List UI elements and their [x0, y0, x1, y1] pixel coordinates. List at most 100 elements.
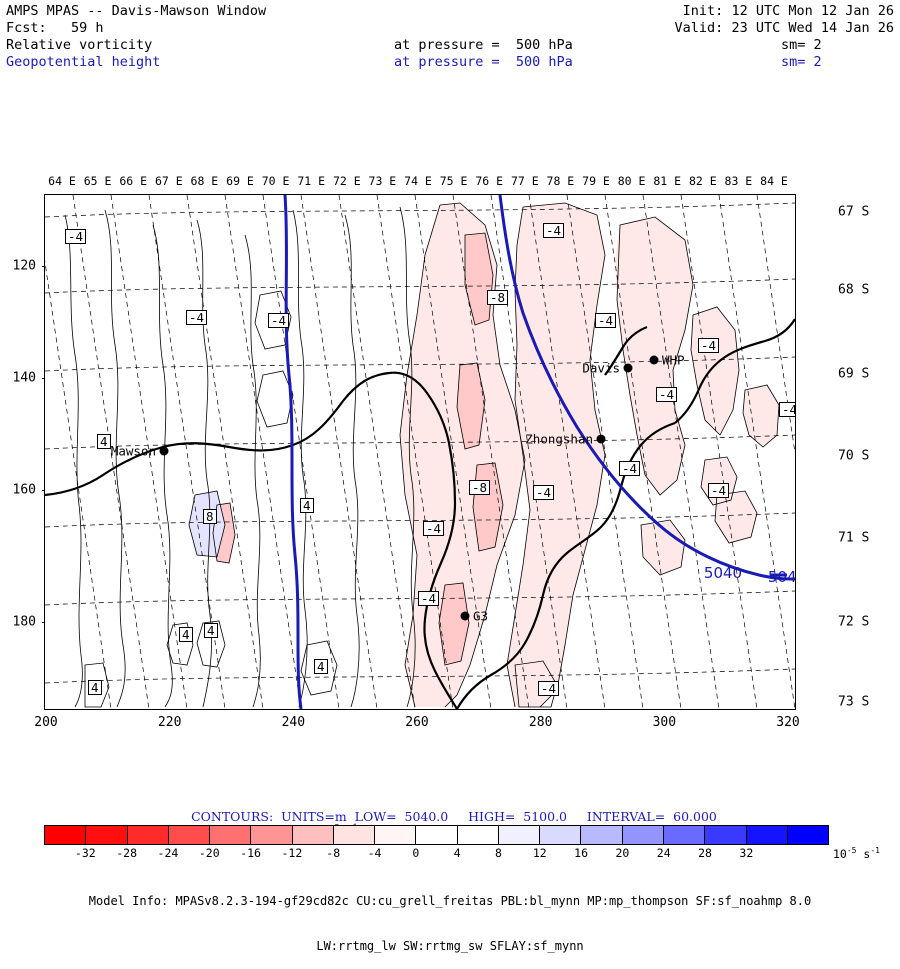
left-axis-label: 180 [12, 614, 36, 630]
top-axis-label: 70 E [261, 174, 290, 188]
top-axis-label: 75 E [439, 174, 468, 188]
vorticity-contour-label: 4 [88, 680, 102, 695]
vorticity-contour-label: -4 [186, 310, 208, 325]
vorticity-contour-label: -4 [656, 387, 678, 402]
valid-time: Valid: 23 UTC Wed 14 Jan 26 [674, 20, 894, 36]
map-plot-area[interactable]: -4-4-4-8-4-4-4-4-44-8-4-4-484-4-44444-4 … [44, 194, 796, 710]
colorbar-tick: 32 [739, 846, 754, 860]
header-row-vorticity: Relative vorticity at pressure = 500 hPa… [6, 37, 894, 54]
right-axis-label: 67 S [838, 204, 870, 220]
station-label: Zhongshan [525, 431, 593, 447]
init-time: Init: 12 UTC Mon 12 Jan 26 [682, 3, 894, 19]
legend-height-high: HIGH= 5100.0 [468, 809, 568, 824]
vorticity-contour-label: -4 [65, 229, 87, 244]
right-axis-label: 68 S [838, 282, 870, 298]
top-axis-label: 79 E [582, 174, 610, 188]
right-axis-label: 69 S [838, 366, 870, 382]
header-block: AMPS MPAS -- Davis-Mawson Window Init: 1… [6, 3, 894, 71]
colorbar-tick: 0 [412, 846, 420, 860]
page-title: AMPS MPAS -- Davis-Mawson Window [6, 3, 267, 19]
colorbar-swatch [457, 826, 499, 844]
left-axis-label: 160 [12, 482, 36, 498]
station-dot [649, 355, 659, 365]
vorticity-contour-label: -4 [708, 483, 730, 498]
field-height-label: Geopotential height [6, 54, 161, 70]
station-dot [623, 363, 633, 373]
top-axis-label: 64 E [48, 174, 76, 188]
left-axis-labels: 120 140 160 180 [0, 194, 50, 710]
colorbar-tick: -4 [367, 846, 382, 860]
top-axis-label: 76 E [475, 174, 504, 188]
left-axis-label: 140 [12, 370, 36, 386]
bottom-axis-label: 260 [405, 715, 429, 730]
colorbar-swatch [45, 826, 87, 844]
height-contour-label: 5040 [703, 564, 743, 582]
colorbar-swatch [787, 826, 829, 844]
field-vorticity-pressure: at pressure = 500 hPa [394, 37, 573, 53]
bottom-axis-label: 200 [34, 715, 58, 730]
top-axis-label: 84 E [760, 174, 788, 188]
vorticity-contour-label: -4 [698, 338, 720, 353]
colorbar-tick: 24 [656, 846, 671, 860]
vorticity-contour-label: 4 [314, 659, 328, 674]
colorbar-swatch [622, 826, 664, 844]
field-height-pressure: at pressure = 500 hPa [394, 54, 573, 70]
vorticity-contour-label: -4 [543, 223, 565, 238]
colorbar-swatch [375, 826, 417, 844]
vorticity-contour-label: -4 [533, 485, 555, 500]
colorbar-tick: 4 [453, 846, 461, 860]
station-label: Davis [582, 360, 620, 376]
colorbar-swatch [416, 826, 458, 844]
vorticity-contour-label: -4 [423, 521, 445, 536]
colorbar-tick: -28 [116, 846, 138, 860]
field-vorticity-label: Relative vorticity [6, 37, 153, 53]
right-latitude-axis: 67 S 68 S 69 S 70 S 71 S 72 S 73 S [800, 194, 895, 710]
right-axis-label: 71 S [838, 530, 870, 546]
colorbar-swatch [581, 826, 623, 844]
colorbar-swatch [168, 826, 211, 844]
top-axis-label: 72 E [332, 174, 361, 188]
colorbar-swatch [86, 826, 128, 844]
colorbar[interactable] [44, 825, 829, 845]
vorticity-contour-label: -4 [418, 591, 440, 606]
vorticity-contour-label: -4 [779, 402, 795, 417]
bottom-axis-label: 300 [652, 715, 677, 730]
colorbar-tick: -32 [74, 846, 96, 860]
station-dot [460, 611, 470, 621]
vorticity-contour-label: -4 [595, 313, 617, 328]
top-axis-label: 81 E [653, 174, 682, 188]
top-axis-label: 69 E [226, 174, 254, 188]
top-axis-label: 71 E [297, 174, 326, 188]
legend-height-interval: INTERVAL= 60.000 [586, 809, 717, 824]
vorticity-contour-label: -4 [619, 461, 641, 476]
colorbar-swatch [540, 826, 582, 844]
bottom-axis-label: 220 [157, 715, 182, 730]
top-longitude-axis: 64 E 65 E 66 E 67 E 68 E 69 E 70 E 71 E 72 E 73 E… [44, 173, 796, 189]
colorbar-tick: -16 [240, 846, 261, 860]
header-row-fcst: Fcst: 59 h Valid: 23 UTC Wed 14 Jan 26 [6, 20, 894, 37]
top-axis-label: 65 E [83, 174, 112, 188]
colorbar-tick: -8 [326, 846, 341, 860]
colorbar-tick: -20 [198, 846, 220, 860]
colorbar-swatch [333, 826, 376, 844]
vorticity-contour-label: 4 [300, 498, 314, 513]
right-axis-label: 70 S [838, 448, 870, 464]
colorbar-tick: 28 [698, 846, 712, 860]
height-contour-label: 5040 [767, 568, 795, 586]
top-axis-label: 78 E [546, 174, 575, 188]
colorbar-swatch [705, 826, 747, 844]
top-axis-label: 73 E [368, 174, 397, 188]
field-vorticity-smoothing: sm= 2 [781, 37, 822, 53]
colorbar-swatch [210, 826, 252, 844]
vorticity-contour-label: -4 [268, 313, 290, 328]
top-axis-label: 80 E [617, 174, 646, 188]
top-axis-label: 74 E [404, 174, 432, 188]
legend-height-prefix: CONTOURS: UNITS=m LOW= 5040.0 [191, 809, 449, 824]
vorticity-contour-label: 4 [204, 623, 218, 638]
model-info-line1: Model Info: MPASv8.2.3-194-gf29cd82c CU:… [88, 894, 812, 908]
model-info-line2: LW:rrtmg_lw SW:rrtmg_sw SFLAY:sf_mynn [316, 939, 584, 953]
colorbar-swatch [746, 826, 788, 844]
colorbar-tick: 12 [532, 846, 547, 860]
forecast-hour: Fcst: 59 h [6, 20, 104, 36]
right-axis-label: 73 S [838, 694, 870, 710]
